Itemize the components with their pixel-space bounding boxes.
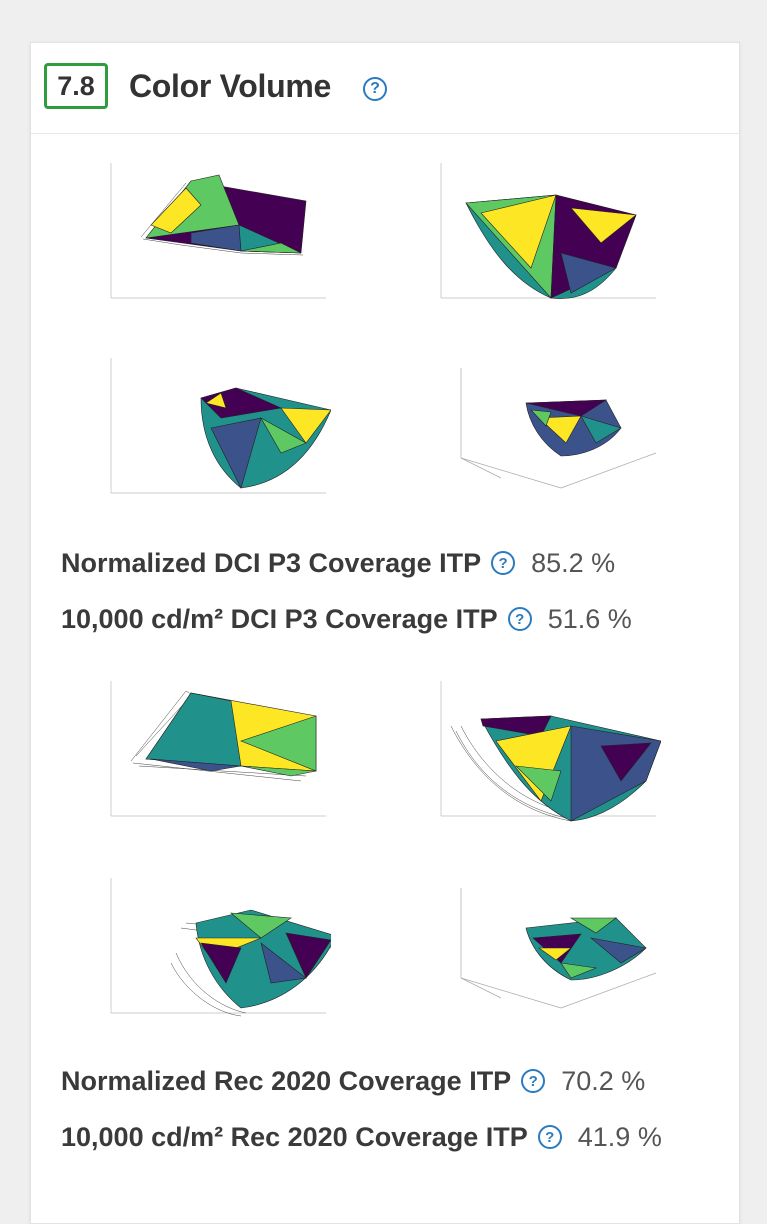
color-volume-card: 7.8 Color Volume ? xyxy=(30,42,740,1224)
section-title: Color Volume xyxy=(129,68,332,104)
card-header: 7.8 Color Volume ? xyxy=(31,43,739,134)
color-volume-plot-3d xyxy=(421,868,661,1028)
help-icon[interactable]: ? xyxy=(521,1069,546,1093)
metric-row: 10,000 cd/m² DCI P3 Coverage ITP ? 51.6 … xyxy=(61,601,632,637)
help-icon[interactable]: ? xyxy=(363,77,387,101)
metric-value: 41.9 % xyxy=(577,1121,662,1152)
color-volume-plot-side xyxy=(91,868,331,1028)
metric-value: 85.2 % xyxy=(531,547,616,578)
metric-label: 10,000 cd/m² DCI P3 Coverage ITP xyxy=(61,603,498,634)
metric-label: 10,000 cd/m² Rec 2020 Coverage ITP xyxy=(61,1121,528,1152)
color-volume-plot-top xyxy=(421,671,661,831)
color-volume-plot-side xyxy=(91,348,331,508)
metric-label: Normalized DCI P3 Coverage ITP xyxy=(61,547,482,578)
metric-row: Normalized Rec 2020 Coverage ITP ? 70.2 … xyxy=(61,1063,645,1099)
help-icon[interactable]: ? xyxy=(537,1125,562,1149)
score-badge: 7.8 xyxy=(44,63,108,109)
metric-value: 70.2 % xyxy=(561,1065,646,1096)
metric-row: 10,000 cd/m² Rec 2020 Coverage ITP ? 41.… xyxy=(61,1119,662,1155)
color-volume-plot-3d xyxy=(421,348,661,508)
help-icon[interactable]: ? xyxy=(507,607,532,631)
color-volume-plot-top xyxy=(421,153,661,313)
help-icon[interactable]: ? xyxy=(491,551,516,575)
metric-row: Normalized DCI P3 Coverage ITP ? 85.2 % xyxy=(61,545,615,581)
metric-value: 51.6 % xyxy=(547,603,632,634)
color-volume-plot-front xyxy=(91,671,331,831)
color-volume-plot-front xyxy=(91,153,331,313)
metric-label: Normalized Rec 2020 Coverage ITP xyxy=(61,1065,512,1096)
